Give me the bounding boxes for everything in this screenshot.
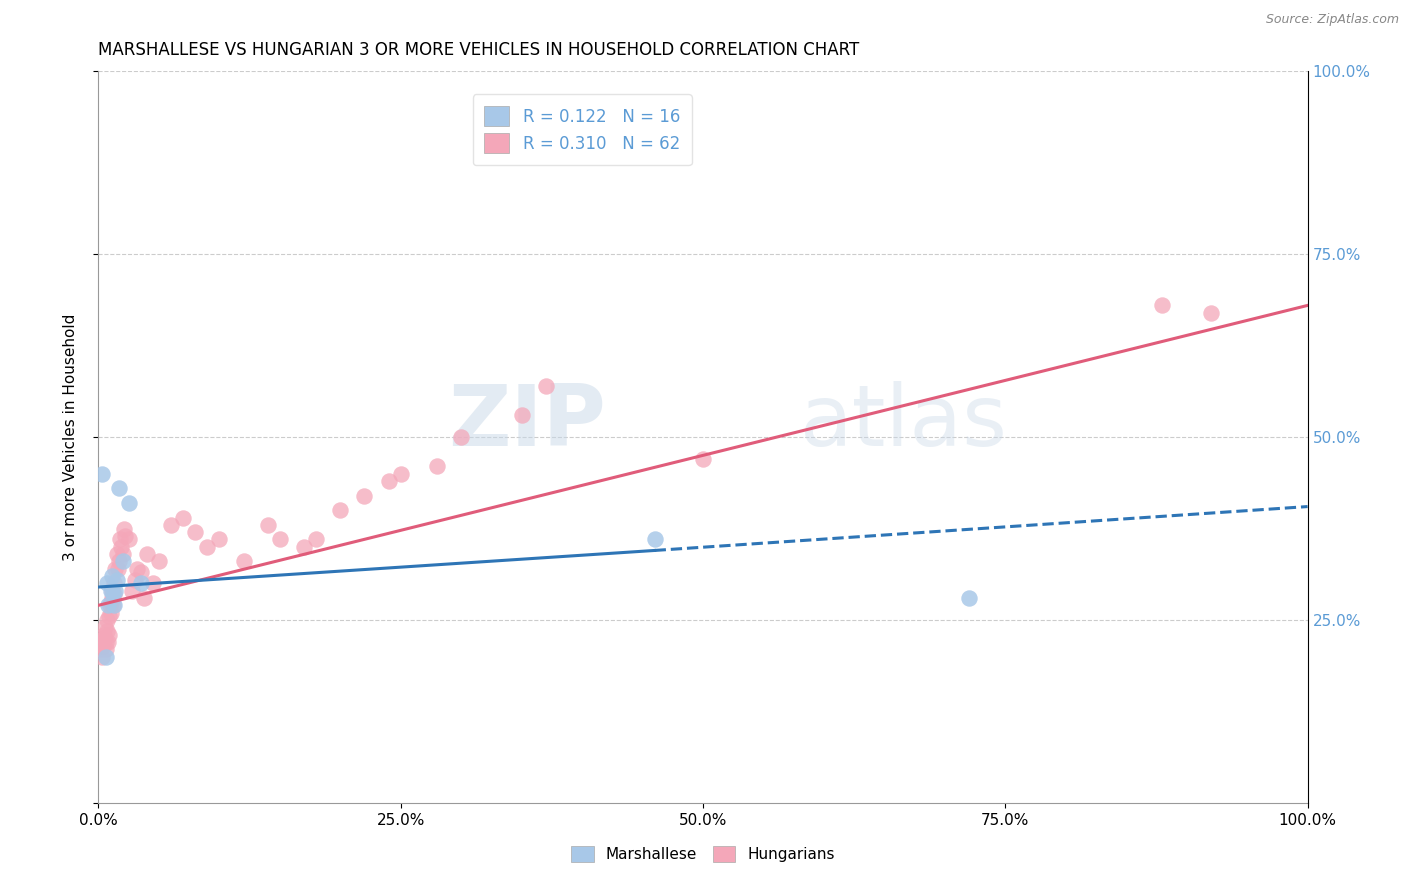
- Point: [90, 642, 112, 657]
- Point: [121, 583, 143, 598]
- Point: [94, 642, 117, 657]
- Point: [93, 632, 115, 646]
- Point: [1152, 298, 1174, 312]
- Point: [510, 408, 533, 422]
- Point: [94, 620, 117, 634]
- Point: [100, 606, 122, 620]
- Point: [96, 624, 118, 638]
- Point: [377, 474, 399, 488]
- Point: [135, 547, 157, 561]
- Point: [450, 430, 472, 444]
- Point: [104, 583, 127, 598]
- Point: [98, 599, 121, 613]
- Point: [129, 566, 152, 580]
- Point: [91, 649, 114, 664]
- Point: [148, 554, 170, 568]
- Point: [305, 533, 328, 547]
- Point: [97, 599, 120, 613]
- Point: [108, 481, 131, 495]
- Point: [103, 599, 125, 613]
- Point: [96, 613, 118, 627]
- Point: [160, 517, 183, 532]
- Point: [184, 525, 207, 540]
- Text: atlas: atlas: [800, 381, 1008, 464]
- Point: [98, 609, 121, 624]
- Point: [108, 554, 131, 568]
- Point: [101, 583, 124, 598]
- Point: [269, 533, 291, 547]
- Point: [97, 635, 120, 649]
- Point: [111, 554, 134, 568]
- Point: [101, 587, 124, 601]
- Point: [208, 533, 231, 547]
- Point: [108, 533, 131, 547]
- Point: [100, 583, 122, 598]
- Point: [112, 521, 135, 535]
- Point: [100, 591, 122, 605]
- Point: [129, 576, 152, 591]
- Point: [118, 496, 141, 510]
- Point: [127, 562, 149, 576]
- Point: [195, 540, 218, 554]
- Point: [292, 540, 315, 554]
- Point: [100, 594, 122, 608]
- Point: [105, 573, 128, 587]
- Point: [232, 554, 254, 568]
- Point: [93, 627, 115, 641]
- Point: [134, 591, 156, 605]
- Text: MARSHALLESE VS HUNGARIAN 3 OR MORE VEHICLES IN HOUSEHOLD CORRELATION CHART: MARSHALLESE VS HUNGARIAN 3 OR MORE VEHIC…: [98, 41, 859, 59]
- Point: [389, 467, 412, 481]
- Point: [118, 533, 141, 547]
- Point: [644, 533, 666, 547]
- Point: [107, 562, 129, 576]
- Legend: Marshallese, Hungarians: Marshallese, Hungarians: [565, 840, 841, 868]
- Point: [426, 459, 449, 474]
- Y-axis label: 3 or more Vehicles in Household: 3 or more Vehicles in Household: [63, 313, 77, 561]
- Point: [534, 379, 557, 393]
- Point: [1199, 306, 1222, 320]
- Point: [97, 627, 120, 641]
- Point: [111, 547, 134, 561]
- Point: [692, 452, 714, 467]
- Point: [91, 635, 114, 649]
- Point: [114, 529, 136, 543]
- Point: [124, 573, 146, 587]
- Text: ZIP: ZIP: [449, 381, 606, 464]
- Point: [104, 562, 127, 576]
- Text: Source: ZipAtlas.com: Source: ZipAtlas.com: [1265, 13, 1399, 27]
- Point: [103, 587, 125, 601]
- Point: [101, 599, 124, 613]
- Point: [142, 576, 165, 591]
- Point: [94, 649, 117, 664]
- Point: [91, 639, 114, 653]
- Point: [256, 517, 278, 532]
- Point: [353, 489, 375, 503]
- Point: [91, 467, 114, 481]
- Point: [89, 635, 111, 649]
- Point: [105, 547, 128, 561]
- Point: [172, 510, 194, 524]
- Point: [110, 540, 132, 554]
- Point: [329, 503, 352, 517]
- Point: [100, 569, 122, 583]
- Point: [96, 576, 118, 591]
- Point: [96, 635, 118, 649]
- Point: [957, 591, 980, 605]
- Point: [103, 576, 125, 591]
